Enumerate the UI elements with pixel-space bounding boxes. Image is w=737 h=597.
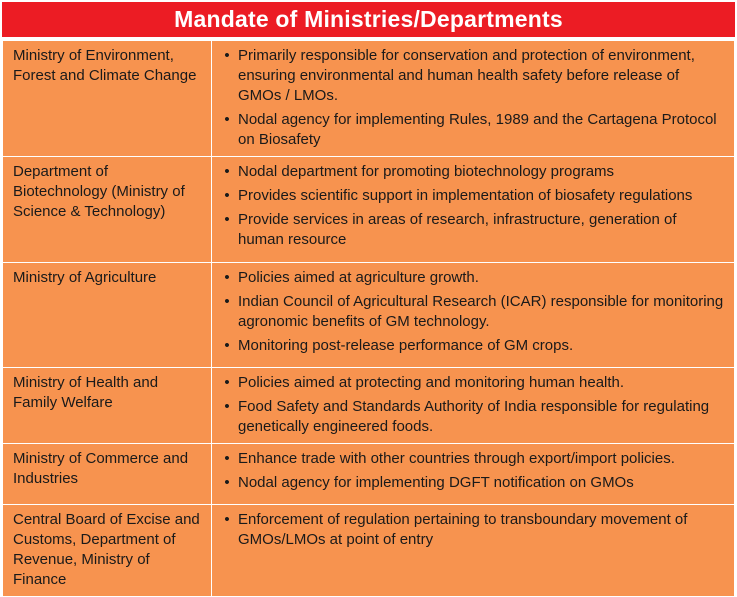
duty-text: Nodal department for promoting biotechno… [238,163,615,180]
duty-item: • Enhance trade with other countries thro… [222,449,726,469]
duty-item: • Provide services in areas of research, … [222,210,726,250]
duties-list: • Primarily responsible for conservation … [222,46,726,150]
bullet-icon: • [224,187,230,204]
duty-text: Nodal agency for implementing Rules, 198… [238,111,717,148]
duty-text: Enhance trade with other countries throu… [238,450,675,467]
title-bar: Mandate of Ministries/Departments [2,2,735,40]
duty-text: Policies aimed at protecting and monitor… [238,374,625,391]
mandate-table-body: Ministry of Environment, Forest and Clim… [2,40,735,597]
duties-cell: • Nodal department for promoting biotechn… [211,156,735,263]
duty-item: • Nodal department for promoting biotechn… [222,162,726,182]
bullet-icon: • [224,511,230,528]
duty-item: • Monitoring post-release performance of … [222,336,726,356]
duties-list: • Nodal department for promoting biotechn… [222,162,726,250]
bullet-icon: • [224,293,230,310]
duty-text: Provide services in areas of research, i… [238,211,677,248]
duty-item: • Primarily responsible for conservation … [222,46,726,106]
ministry-cell: Central Board of Excise and Customs, Dep… [2,504,212,597]
bullet-icon: • [224,111,230,128]
table-row: Ministry of Health and Family Welfare • P… [2,367,735,444]
bullet-icon: • [224,374,230,391]
duty-item: • Nodal agency for implementing DGFT noti… [222,473,726,493]
table-row: Ministry of Commerce and Industries • Enh… [2,443,735,505]
ministry-cell: Ministry of Commerce and Industries [2,443,212,505]
duties-cell: • Primarily responsible for conservation … [211,40,735,157]
duties-list: • Enforcement of regulation pertaining to… [222,510,726,550]
duty-text: Monitoring post-release performance of G… [238,337,574,354]
duty-item: • Food Safety and Standards Authority of … [222,397,726,437]
ministry-cell: Department of Biotechnology (Ministry of… [2,156,212,263]
ministry-cell: Ministry of Environment, Forest and Clim… [2,40,212,157]
duties-list: • Enhance trade with other countries thro… [222,449,726,493]
bullet-icon: • [224,47,230,64]
bullet-icon: • [224,450,230,467]
duty-text: Policies aimed at agriculture growth. [238,269,479,286]
bullet-icon: • [224,398,230,415]
duty-text: Provides scientific support in implement… [238,187,693,204]
bullet-icon: • [224,211,230,228]
mandate-table: Ministry of Environment, Forest and Clim… [2,40,735,597]
table-row: Department of Biotechnology (Ministry of… [2,156,735,263]
duty-text: Food Safety and Standards Authority of I… [238,398,710,435]
page-title: Mandate of Ministries/Departments [174,6,563,32]
ministry-cell: Ministry of Agriculture [2,262,212,368]
duties-cell: • Enhance trade with other countries thro… [211,443,735,505]
duty-item: • Enforcement of regulation pertaining to… [222,510,726,550]
ministry-cell: Ministry of Health and Family Welfare [2,367,212,444]
bullet-icon: • [224,474,230,491]
duty-text: Nodal agency for implementing DGFT notif… [238,474,634,491]
duties-cell: • Policies aimed at agriculture growth. •… [211,262,735,368]
duties-list: • Policies aimed at protecting and monito… [222,373,726,437]
duty-item: • Provides scientific support in implemen… [222,186,726,206]
duties-cell: • Policies aimed at protecting and monito… [211,367,735,444]
bullet-icon: • [224,163,230,180]
duty-item: • Policies aimed at protecting and monito… [222,373,726,393]
duties-list: • Policies aimed at agriculture growth. •… [222,268,726,356]
bullet-icon: • [224,337,230,354]
duty-item: • Indian Council of Agricultural Research… [222,292,726,332]
duties-cell: • Enforcement of regulation pertaining to… [211,504,735,597]
duty-text: Enforcement of regulation pertaining to … [238,511,688,548]
table-row: Ministry of Agriculture • Policies aimed … [2,262,735,368]
duty-text: Indian Council of Agricultural Research … [238,293,724,330]
duty-text: Primarily responsible for conservation a… [238,47,695,104]
duty-item: • Policies aimed at agriculture growth. [222,268,726,288]
table-row: Ministry of Environment, Forest and Clim… [2,40,735,157]
bullet-icon: • [224,269,230,286]
duty-item: • Nodal agency for implementing Rules, 19… [222,110,726,150]
table-row: Central Board of Excise and Customs, Dep… [2,504,735,597]
